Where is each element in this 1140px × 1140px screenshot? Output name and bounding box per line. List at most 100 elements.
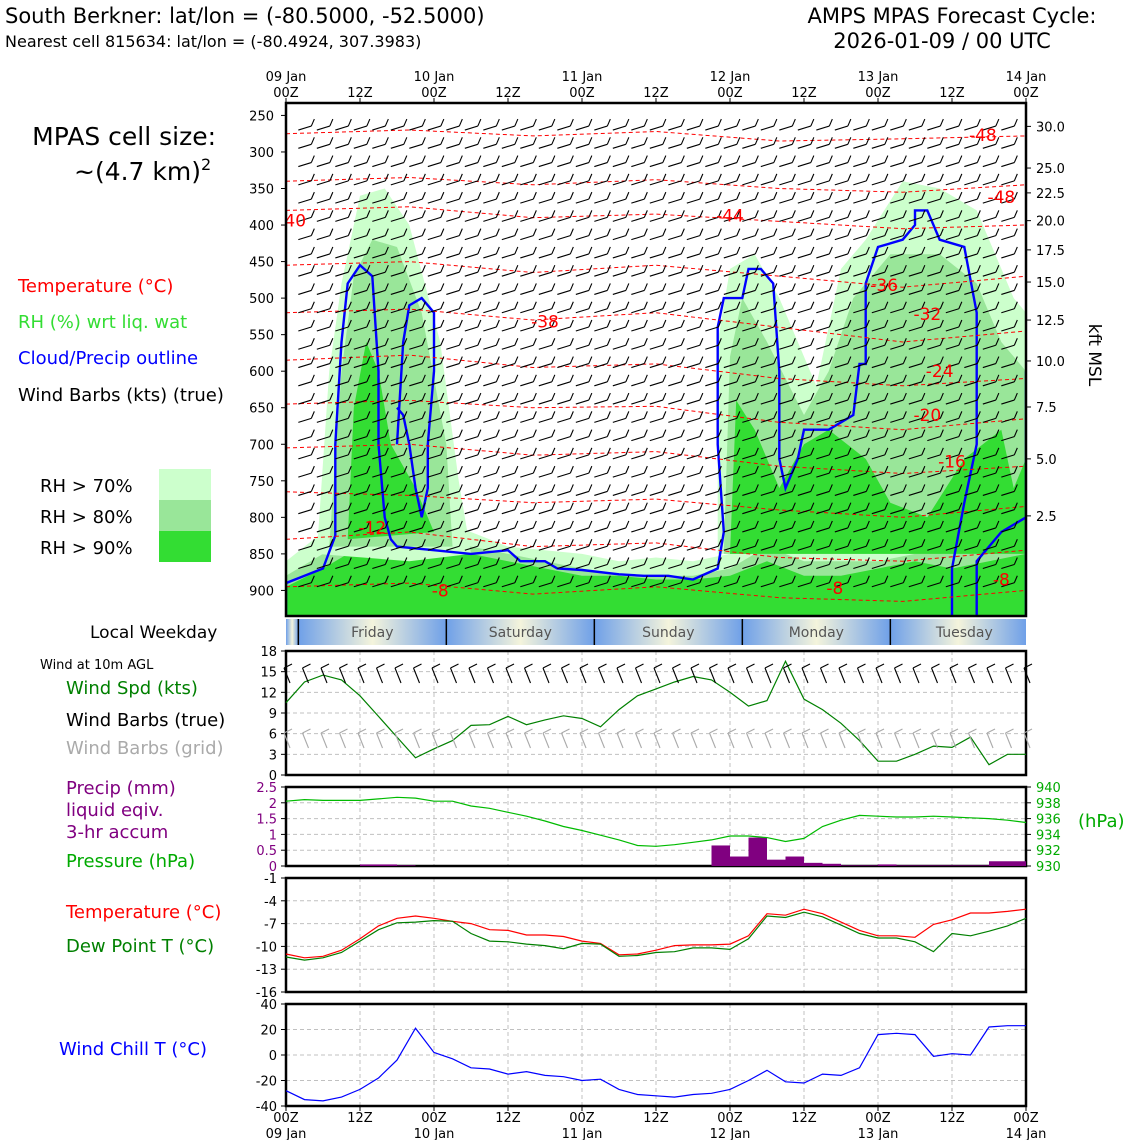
wind-barb (908, 246, 926, 259)
wind-barb (908, 155, 926, 168)
wind-barb-grid (449, 732, 458, 749)
precip-bar (970, 865, 989, 866)
wind-barb-true (764, 667, 772, 684)
wind-barb (372, 137, 389, 149)
wind-chill-line (285, 1025, 1026, 1102)
wind-barb (390, 173, 408, 186)
wind-barb (538, 374, 556, 387)
wind-barb (742, 191, 759, 204)
wind-barb (982, 283, 1000, 295)
wind-barb (834, 411, 852, 423)
wind-barb (298, 575, 315, 588)
wind-barb (390, 264, 408, 277)
wind-barb (427, 173, 445, 186)
wind-barb (409, 301, 426, 314)
wind-barb (964, 502, 981, 515)
wind-barb (871, 338, 889, 350)
wind-barb (945, 356, 963, 369)
wind-barb (760, 575, 778, 588)
wind-barb (353, 502, 371, 515)
wind-barb (427, 484, 445, 496)
precip-bar (730, 856, 749, 866)
wind-barb (372, 374, 389, 387)
wind-barb (520, 539, 537, 551)
wind-barb (686, 484, 704, 496)
precip-bar (748, 837, 767, 866)
wind-barb (834, 557, 852, 570)
wind-barb (834, 447, 852, 460)
wind-barb-grid (357, 728, 367, 734)
wind-barb (631, 502, 648, 515)
wind-barb (335, 374, 352, 387)
wind-barb (705, 173, 722, 186)
wind-barb (964, 301, 981, 314)
wind-barb (575, 392, 593, 405)
bottom-axis-hour: 12Z (939, 1111, 965, 1126)
wind-barb (649, 539, 667, 551)
wind-barb (464, 429, 482, 442)
wind-barb (353, 392, 371, 405)
wind-barb (853, 356, 870, 369)
wind-barb-true (930, 667, 939, 684)
wind-barb (316, 484, 334, 496)
wind-barb (298, 228, 315, 241)
wind-barb (686, 429, 704, 442)
wind-barb (631, 429, 648, 442)
wind-barb (501, 137, 519, 149)
wind-barb (982, 484, 1000, 496)
wind-barb (409, 210, 426, 222)
wind-barb (760, 447, 778, 460)
wind-barb (816, 228, 833, 241)
wind-barb-grid (375, 732, 384, 749)
wind-barb (686, 502, 704, 515)
wind-barb-grid (376, 728, 385, 734)
wind-barb (594, 210, 611, 222)
wind-barb-grid (450, 728, 459, 734)
wind-barb (372, 557, 389, 570)
wind-barb (816, 246, 833, 259)
wind-barb (742, 392, 759, 405)
wind-barb (668, 374, 685, 387)
wind-barb (427, 338, 445, 350)
wind-barb (890, 118, 907, 131)
wind-barb-grid (1005, 728, 1014, 734)
wind-barb (686, 246, 704, 259)
wind-barb (427, 228, 445, 241)
bottom-axis-date: 11 Jan (562, 1127, 603, 1140)
top-axis-hour: 12Z (347, 86, 373, 101)
wind-barb (797, 155, 815, 168)
wind-barb (335, 575, 352, 588)
wind-barb (409, 319, 426, 332)
wind-barb-true (301, 667, 310, 684)
wind-barb (816, 502, 833, 515)
weekday-label: Monday (789, 625, 844, 641)
wind-barb-grid (690, 732, 698, 749)
wind-barb (834, 228, 852, 241)
wind-barb (890, 173, 907, 186)
wind-barb (464, 575, 482, 588)
wind-barb (409, 539, 426, 551)
pressure-tick-label: 500 (249, 292, 274, 307)
wind-barb (372, 191, 389, 204)
wind-barb (335, 392, 352, 405)
wind-barb (464, 137, 482, 149)
wind-barb (520, 392, 537, 405)
bottom-axis-hour: 12Z (495, 1111, 521, 1126)
wind-barb (871, 465, 889, 478)
rh90-region-day1 (347, 342, 434, 540)
wind-barb (446, 338, 463, 350)
wind-barb-grid (394, 728, 404, 734)
temperature-contour (286, 261, 1026, 288)
y-tick-label: 0 (269, 860, 277, 875)
temperature-label: -16 (938, 453, 966, 473)
kft-tick-label: 12.5 (1036, 314, 1065, 329)
wind-barb (520, 264, 537, 277)
wind-barb (890, 191, 907, 204)
wind-barb-true (746, 663, 755, 669)
wind-barb (760, 557, 778, 570)
wind-barb (353, 465, 371, 478)
wind-barb (705, 520, 722, 533)
wind-barb (742, 246, 759, 259)
wind-barb (520, 557, 537, 570)
wind-barb (686, 301, 704, 314)
